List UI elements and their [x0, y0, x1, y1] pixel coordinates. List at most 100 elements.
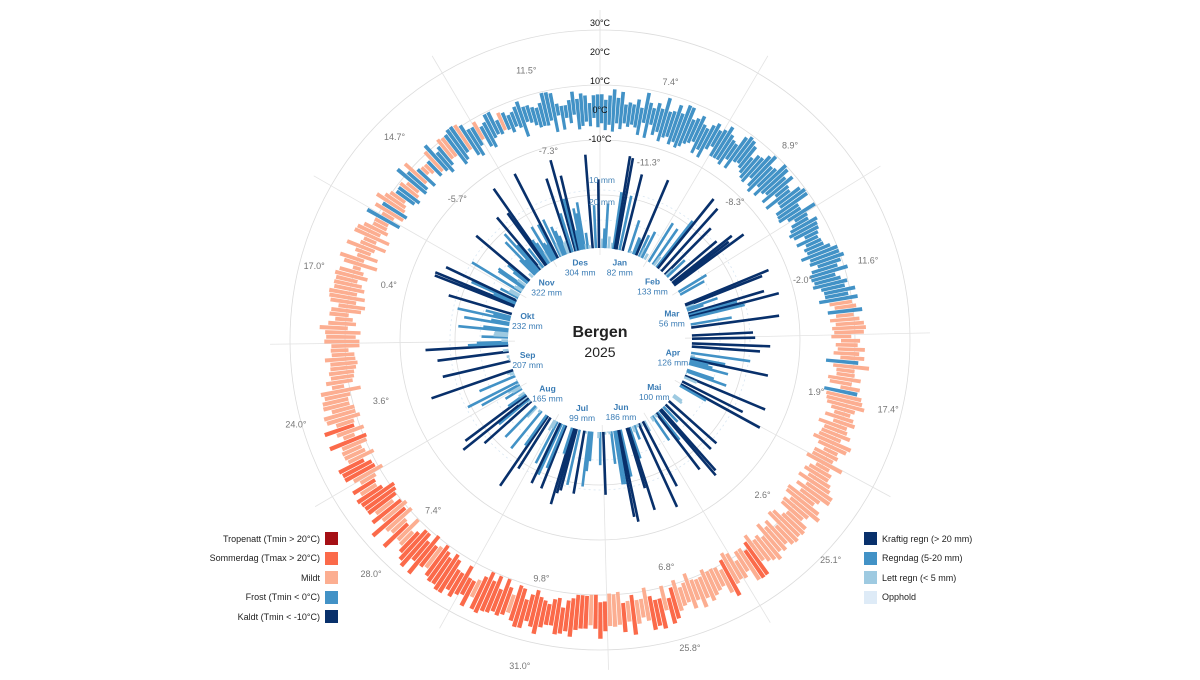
- temperature-day-bar: [836, 343, 858, 347]
- precipitation-day-bar: [630, 251, 631, 253]
- precipitation-day-bar: [645, 254, 648, 260]
- month-max-temp: 25.1°: [820, 555, 842, 565]
- legend-label: Lett regn (< 5 mm): [882, 573, 956, 583]
- legend-item: Mildt: [210, 568, 338, 588]
- temperature-day-bar: [841, 339, 860, 343]
- month-name: Apr: [666, 348, 681, 358]
- month-name: Jun: [613, 402, 628, 412]
- month-name: Jan: [612, 258, 627, 268]
- precipitation-day-bar: [516, 380, 517, 381]
- legend-item: Kraftig regn (> 20 mm): [864, 529, 972, 549]
- precipitation-day-bar: [655, 414, 657, 417]
- month-spoke: [315, 383, 526, 507]
- month-max-temp: 11.6°: [858, 256, 879, 266]
- month-min-temp: 2.6°: [754, 490, 771, 500]
- precipitation-day-bar: [636, 180, 668, 255]
- temperature-day-bar: [607, 95, 612, 125]
- temperature-day-bar: [325, 330, 361, 335]
- month-min-temp: 7.4°: [425, 505, 442, 515]
- temperature-day-bar: [611, 89, 617, 132]
- precipitation-day-bar: [692, 343, 770, 346]
- month-min-temp: 9.8°: [533, 573, 550, 583]
- precipitation-day-bar: [692, 338, 755, 339]
- month-max-temp: 17.4°: [878, 405, 900, 415]
- legend-label: Mildt: [301, 573, 320, 583]
- legend-label: Regndag (5-20 mm): [882, 553, 963, 563]
- temperature-day-bar: [331, 348, 349, 353]
- temperature-day-bar: [331, 344, 359, 348]
- month-max-temp: 17.0°: [304, 261, 326, 271]
- month-name: Jul: [576, 403, 588, 413]
- month-precip-total: 100 mm: [639, 392, 670, 402]
- month-name: Aug: [539, 384, 556, 394]
- precipitation-day-bar: [503, 350, 509, 351]
- precipitation-day-bar: [529, 274, 533, 278]
- legend-swatch: [325, 532, 338, 545]
- legend-item: Frost (Tmin < 0°C): [210, 588, 338, 608]
- precipitation-day-bar: [660, 410, 716, 475]
- month-min-temp: 6.8°: [658, 562, 675, 572]
- legend-swatch: [864, 552, 877, 565]
- temperature-day-bar: [834, 330, 864, 335]
- legend-item: Tropenatt (Tmin > 20°C): [210, 529, 338, 549]
- month-precip-total: 99 mm: [569, 413, 595, 423]
- month-max-temp: 14.7°: [384, 132, 406, 142]
- legend-swatch: [325, 552, 338, 565]
- temp-tick-label: 10°C: [590, 76, 611, 86]
- precipitation-day-bar: [507, 356, 510, 357]
- month-name: Sep: [520, 350, 536, 360]
- temp-tick-label: -10°C: [588, 134, 612, 144]
- month-max-temp: 31.0°: [509, 661, 531, 671]
- chart-subtitle: 2025: [584, 344, 615, 360]
- month-max-temp: 28.0°: [361, 569, 383, 579]
- legend-item: Kaldt (Tmin < -10°C): [210, 607, 338, 627]
- month-precip-total: 322 mm: [531, 287, 562, 297]
- precipitation-day-bar: [598, 179, 599, 248]
- month-precip-total: 133 mm: [637, 286, 668, 296]
- month-name: Nov: [539, 277, 555, 287]
- temperature-day-bar: [324, 340, 359, 344]
- legend-item: Lett regn (< 5 mm): [864, 568, 972, 588]
- precipitation-day-bar: [539, 410, 541, 412]
- month-max-temp: 24.0°: [285, 420, 307, 430]
- temperature-day-bar: [332, 352, 355, 357]
- precipitation-day-bar: [438, 352, 509, 361]
- month-name: Okt: [520, 311, 534, 321]
- legend-item: Sommerdag (Tmax > 20°C): [210, 549, 338, 569]
- legend-swatch: [864, 591, 877, 604]
- precipitation-day-bar: [692, 333, 753, 336]
- month-name: Feb: [645, 276, 660, 286]
- temp-tick-label: 30°C: [590, 18, 611, 28]
- precipitation-day-bar: [605, 204, 608, 249]
- month-precip-total: 126 mm: [658, 358, 689, 368]
- month-name: Des: [572, 258, 588, 268]
- temperature-day-bar: [831, 335, 851, 339]
- legend-swatch: [864, 532, 877, 545]
- temperature-day-bar: [607, 594, 612, 627]
- month-min-temp: 0.4°: [381, 280, 398, 290]
- month-min-temp: -11.3°: [637, 157, 661, 167]
- temperature-day-bar: [838, 347, 865, 352]
- legend-label: Sommerdag (Tmax > 20°C): [210, 553, 320, 563]
- temperature-day-bar: [335, 317, 353, 322]
- precipitation-day-bar: [477, 342, 508, 343]
- month-max-temp: 11.5°: [516, 66, 537, 76]
- month-max-temp: 8.9°: [782, 141, 799, 151]
- month-precip-total: 232 mm: [512, 321, 543, 331]
- temperature-day-bar: [593, 595, 598, 629]
- temp-tick-label: 20°C: [590, 47, 611, 57]
- month-precip-total: 165 mm: [532, 394, 563, 404]
- precipitation-day-bar: [426, 345, 509, 350]
- legend-swatch: [325, 591, 338, 604]
- legend-item: Opphold: [864, 588, 972, 608]
- month-min-temp: -8.3°: [725, 197, 745, 207]
- chart-title: Bergen: [572, 324, 627, 341]
- month-precip-total: 186 mm: [606, 412, 637, 422]
- legend-swatch: [864, 571, 877, 584]
- month-min-temp: -7.3°: [539, 146, 559, 156]
- legend-item: Regndag (5-20 mm): [864, 549, 972, 569]
- legend-label: Tropenatt (Tmin > 20°C): [223, 534, 320, 544]
- temperature-day-bar: [589, 595, 594, 626]
